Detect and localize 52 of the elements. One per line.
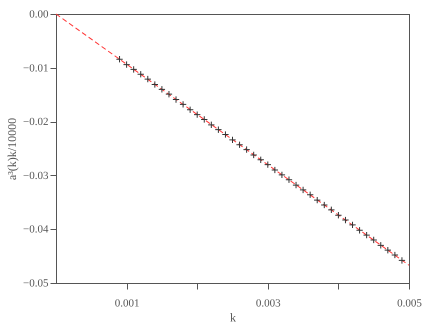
point	[391, 251, 399, 259]
point	[257, 156, 264, 164]
point	[278, 171, 286, 179]
point	[222, 130, 230, 138]
point	[334, 212, 342, 219]
point	[348, 221, 356, 229]
point	[200, 116, 208, 124]
point	[314, 196, 321, 204]
point	[242, 146, 250, 154]
point	[130, 66, 138, 74]
point	[208, 121, 215, 128]
y-tick-label: −0.01	[23, 62, 48, 74]
point	[398, 256, 406, 264]
point	[144, 75, 152, 83]
x-tick-label: 0.001	[114, 298, 140, 310]
point	[165, 90, 173, 98]
point	[328, 206, 335, 214]
x-tick-label: 0.003	[256, 298, 282, 310]
point	[172, 96, 180, 104]
y-tick-label: −0.03	[23, 170, 49, 182]
point	[377, 242, 384, 249]
x-axis-title: k	[230, 310, 236, 324]
point	[320, 201, 328, 209]
point	[186, 106, 194, 114]
point	[271, 166, 279, 174]
point	[158, 86, 166, 93]
x-tick-label: 0.005	[397, 298, 422, 310]
y-tick-label: −0.05	[23, 278, 49, 290]
point	[214, 126, 222, 134]
point	[122, 60, 130, 68]
point	[370, 236, 378, 244]
y-axis-title: a³(k)k/10000	[5, 118, 20, 180]
point	[228, 136, 236, 144]
point	[116, 56, 124, 63]
point	[384, 246, 392, 254]
point	[299, 186, 307, 194]
y-tick-label: −0.04	[23, 224, 49, 236]
point	[264, 160, 272, 168]
y-tick-label: 0.00	[29, 8, 49, 20]
point	[285, 176, 293, 184]
point	[194, 110, 201, 118]
point	[292, 181, 300, 189]
point	[362, 231, 370, 239]
point	[137, 70, 144, 78]
point	[179, 100, 187, 108]
point	[306, 191, 314, 198]
point	[151, 80, 158, 88]
point	[342, 216, 350, 224]
point	[250, 151, 258, 159]
y-tick-label: −0.02	[23, 116, 48, 128]
point	[356, 226, 364, 234]
point	[236, 141, 244, 148]
